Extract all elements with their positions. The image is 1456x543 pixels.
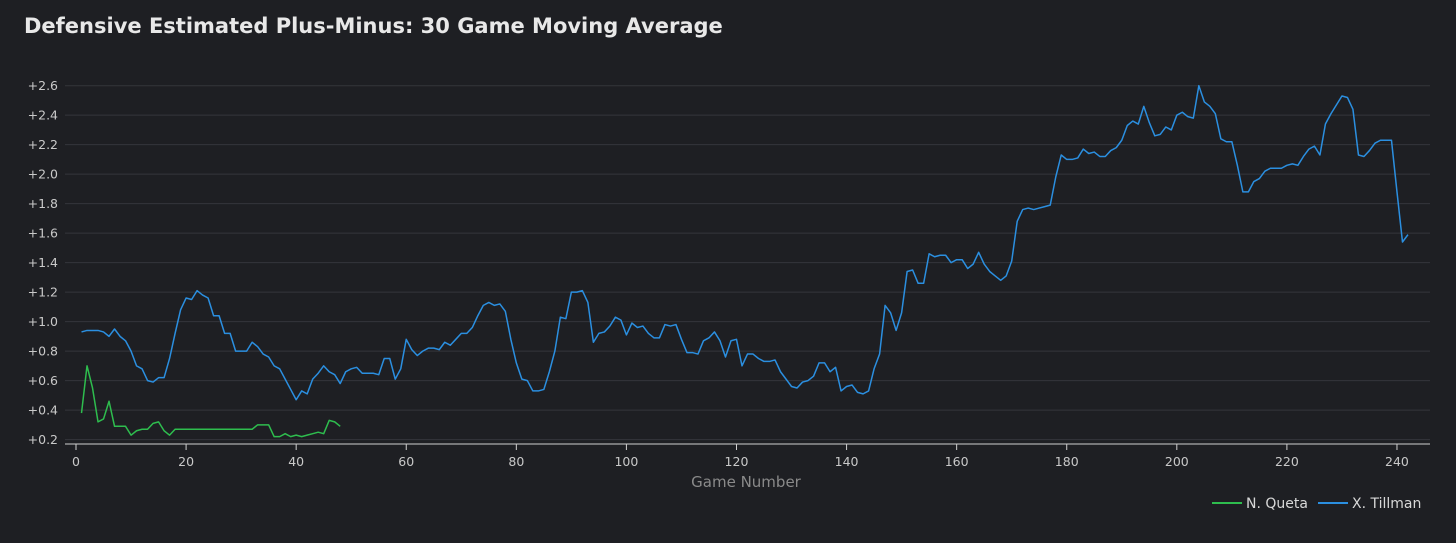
legend-label: X. Tillman <box>1352 496 1421 512</box>
y-tick-label: +1.4 <box>28 255 58 270</box>
x-tick-label: 240 <box>1385 454 1409 469</box>
x-tick-label: 220 <box>1275 454 1299 469</box>
y-tick-label: +2.2 <box>28 137 58 152</box>
y-tick-label: +1.2 <box>28 285 58 300</box>
legend-item[interactable]: N. Queta <box>1212 496 1308 512</box>
series-line-n-queta <box>80 365 341 438</box>
series-line-x-tillman <box>81 84 1409 401</box>
y-tick-label: +0.4 <box>28 403 58 418</box>
y-tick-label: +1.6 <box>28 226 58 241</box>
y-tick-label: +2.4 <box>28 108 58 123</box>
x-tick-label: 100 <box>614 454 638 469</box>
y-tick-label: +2.0 <box>28 167 58 182</box>
legend-label: N. Queta <box>1246 496 1308 512</box>
x-tick-label: 180 <box>1055 454 1079 469</box>
y-tick-label: +2.6 <box>28 78 58 93</box>
x-tick-label: 0 <box>72 454 80 469</box>
series-lines <box>80 84 1409 438</box>
legend-item[interactable]: X. Tillman <box>1318 496 1421 512</box>
legend[interactable]: N. Queta X. Tillman <box>1212 496 1421 512</box>
x-tick-label: 140 <box>835 454 859 469</box>
y-tick-label: +1.0 <box>28 314 58 329</box>
x-tick-label: 200 <box>1165 454 1189 469</box>
y-tick-label: +0.2 <box>28 432 58 447</box>
x-tick-label: 160 <box>945 454 969 469</box>
x-tick-label: 40 <box>288 454 304 469</box>
y-tick-label: +1.8 <box>28 196 58 211</box>
x-tick-label: 20 <box>178 454 194 469</box>
x-tick-label: 80 <box>508 454 524 469</box>
y-tick-label: +0.8 <box>28 344 58 359</box>
x-axis: 0 20 40 60 80 100 120 140 160 180 200 220 240 <box>65 443 1430 469</box>
grid-lines <box>65 85 1430 441</box>
x-tick-label: 120 <box>725 454 749 469</box>
x-axis-label: Game Number <box>691 473 802 491</box>
x-tick-label: 60 <box>398 454 414 469</box>
y-tick-label: +0.6 <box>28 373 58 388</box>
chart-title: Defensive Estimated Plus-Minus: 30 Game … <box>24 14 723 38</box>
y-axis: +0.2 +0.4 +0.6 +0.8 +1.0 +1.2 +1.4 +1.6 +1.8 +2.0… <box>28 78 58 447</box>
